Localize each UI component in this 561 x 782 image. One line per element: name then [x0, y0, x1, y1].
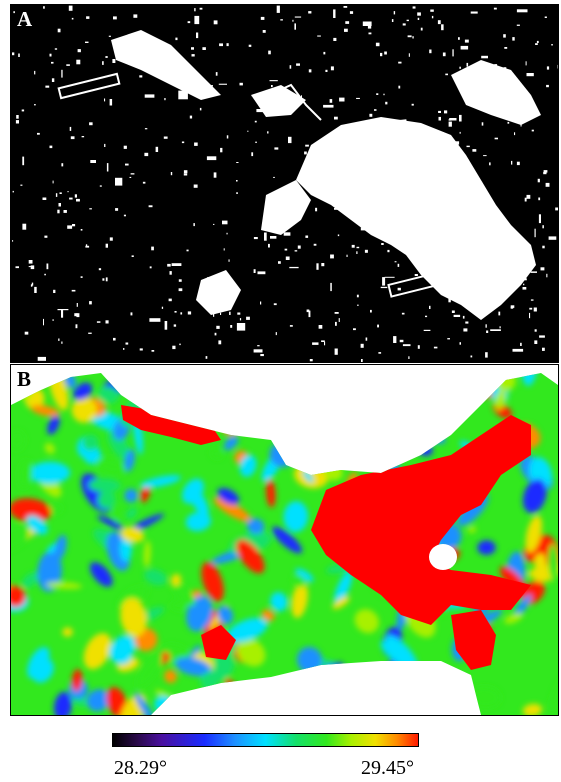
colorbar-max-label: 29.45°: [361, 757, 414, 779]
panel-a-binary-image: A: [10, 4, 559, 363]
colorbar-min-label: 28.29°: [114, 757, 167, 779]
bright-region-upper-mid: [251, 85, 306, 117]
panel-a-label: A: [17, 7, 33, 31]
temperature-map-image: [11, 365, 558, 715]
temperature-colorbar: [112, 733, 419, 747]
panel-b-label: B: [17, 367, 32, 391]
mask-speckles: [12, 5, 558, 362]
bright-region-left: [261, 180, 311, 235]
bright-region-right-lower: [411, 210, 501, 265]
lake-hole: [429, 544, 457, 570]
hot-zone-lower-mid: [201, 625, 236, 660]
bright-region-top-right: [451, 60, 541, 125]
bright-region-bottom-left: [196, 270, 241, 315]
bright-region-top: [111, 30, 221, 100]
hot-zone-lower-right: [451, 610, 496, 670]
panel-b-temperature-map: B: [10, 364, 559, 716]
temperature-field: [11, 373, 558, 715]
hot-zone-upper-left: [121, 405, 221, 445]
hot-zone-main: [311, 415, 531, 625]
binary-mask-image: [11, 5, 558, 362]
